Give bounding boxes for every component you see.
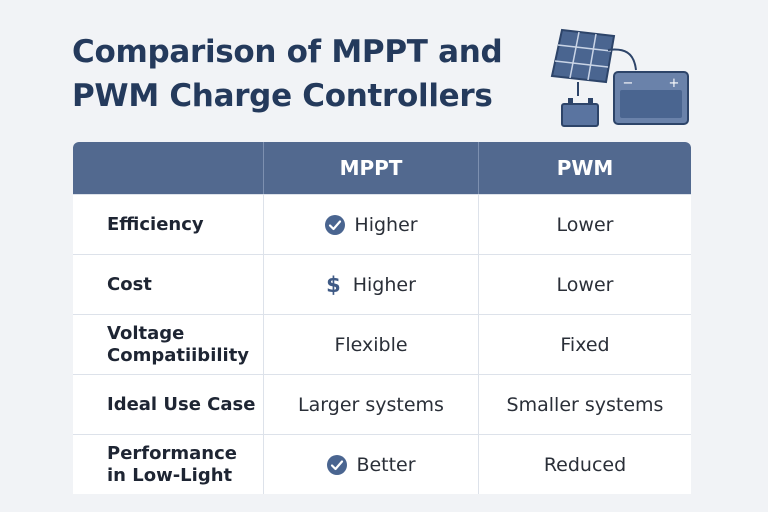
mppt-value: Larger systems — [264, 375, 479, 434]
row-label: Ideal Use Case — [73, 375, 264, 434]
header-mppt: MPPT — [264, 142, 479, 194]
mppt-cell: Better — [264, 435, 479, 494]
pwm-value: Lower — [556, 273, 614, 296]
pwm-value: Smaller systems — [506, 393, 664, 416]
row-label: Performance in Low-Light — [73, 435, 264, 494]
table-row-cost: Cost $ Higher Lower — [73, 254, 691, 314]
title-line-1: Comparison of MPPT and — [72, 34, 503, 70]
header-pwm: PWM — [556, 156, 614, 180]
row-label: Voltage Compatiibility — [73, 315, 264, 374]
row-label: Cost — [73, 255, 264, 314]
pwm-value: Lower — [556, 213, 614, 236]
check-circle-icon — [326, 454, 348, 476]
battery-plus-sign: + — [669, 76, 680, 91]
solar-panel-icon — [550, 28, 616, 84]
table-row-low-light: Performance in Low-Light Better Reduced — [73, 434, 691, 494]
dollar-icon: $ — [326, 272, 341, 297]
header-empty-cell — [73, 142, 264, 194]
pwm-value: Fixed — [560, 333, 610, 356]
table-row-efficiency: Efficiency Higher Lower — [73, 194, 691, 254]
mppt-value: Higher — [354, 213, 418, 236]
mppt-value: Better — [356, 453, 416, 476]
pwm-value: Reduced — [543, 453, 627, 476]
battery-icon: − + — [613, 71, 689, 125]
mppt-value: Flexible — [264, 315, 479, 374]
page-title: Comparison of MPPT and PWM Charge Contro… — [72, 30, 503, 118]
row-label: Efficiency — [73, 195, 264, 254]
table-header-row: MPPT PWM — [73, 142, 691, 194]
mppt-cell: Higher — [264, 195, 479, 254]
comparison-table: MPPT PWM Efficiency Higher Lower Cost $ … — [73, 142, 691, 494]
check-circle-icon — [324, 214, 346, 236]
mppt-cell: $ Higher — [264, 255, 479, 314]
mppt-value: Higher — [352, 273, 416, 296]
solar-system-illustration: − + — [550, 28, 689, 127]
title-line-2: PWM Charge Controllers — [72, 78, 493, 114]
charge-controller-icon — [561, 98, 599, 127]
table-row-voltage: Voltage Compatiibility Flexible Fixed — [73, 314, 691, 374]
table-row-use-case: Ideal Use Case Larger systems Smaller sy… — [73, 374, 691, 434]
battery-minus-sign: − — [623, 76, 634, 91]
